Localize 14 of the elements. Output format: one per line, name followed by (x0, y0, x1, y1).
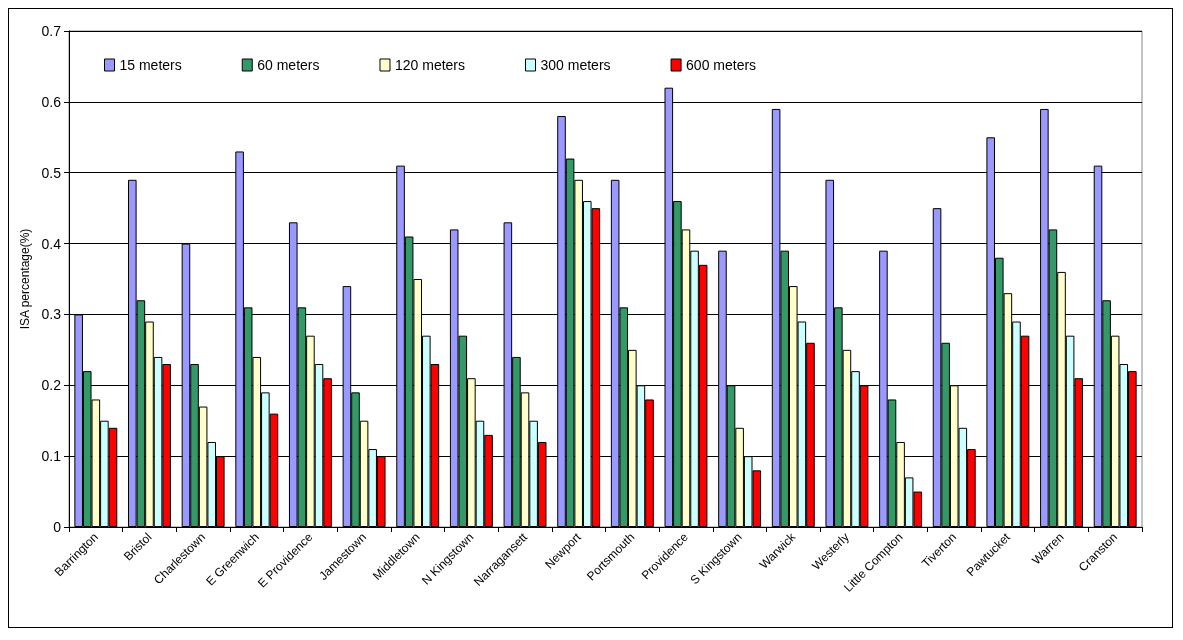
y-tick-label: 0.5 (41, 164, 62, 181)
y-axis-title: ISA percentage(%) (17, 228, 32, 330)
y-tick-label: 0.2 (41, 377, 62, 394)
y-tick-label: 0 (53, 519, 62, 535)
legend-label: 15 meters (119, 57, 182, 73)
legend-label: 120 meters (395, 57, 466, 73)
y-tick-label: 0.3 (41, 306, 62, 323)
legend-label: 300 meters (540, 57, 611, 73)
y-tick-label: 0.4 (41, 235, 62, 252)
legend-label: 600 meters (686, 57, 757, 73)
legend-label: 60 meters (257, 57, 320, 73)
y-tick-label: 0.6 (41, 93, 62, 110)
y-tick-label: 0.7 (41, 23, 62, 39)
y-tick-label: 0.1 (41, 448, 62, 465)
